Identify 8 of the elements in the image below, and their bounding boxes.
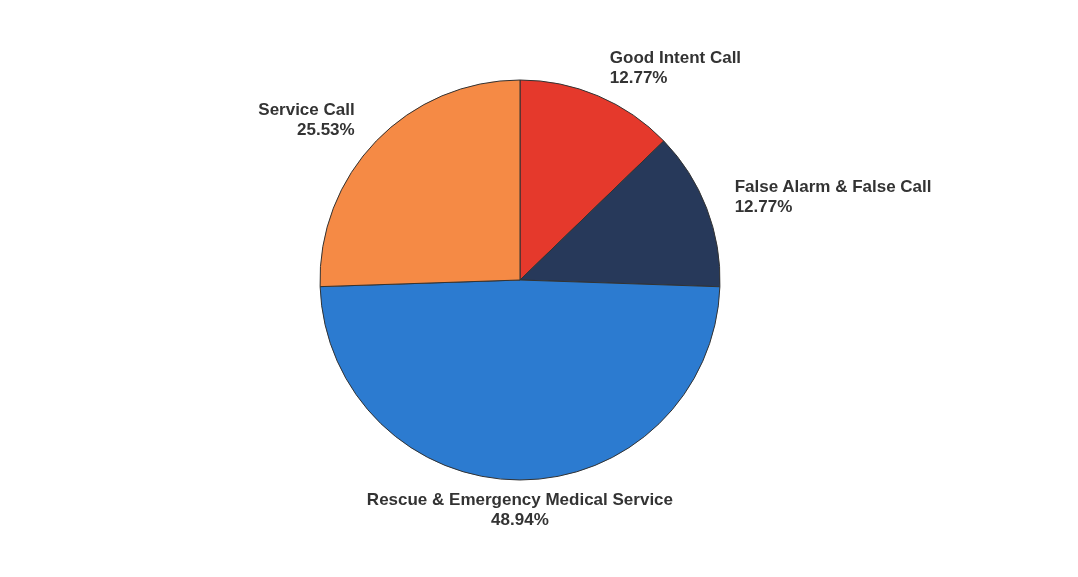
- slice-label: Rescue & Emergency Medical Service: [366, 490, 674, 509]
- slice-label: Good Intent Call: [609, 48, 742, 68]
- data-label: 48.94%: [491, 510, 549, 529]
- slice-label: Service Call: [258, 100, 355, 120]
- data-label: 12.77%: [609, 68, 668, 88]
- slice-label: False Alarm & False Call: [734, 177, 932, 197]
- data-label: 25.53%: [297, 120, 355, 140]
- data-label: 12.77%: [734, 197, 793, 217]
